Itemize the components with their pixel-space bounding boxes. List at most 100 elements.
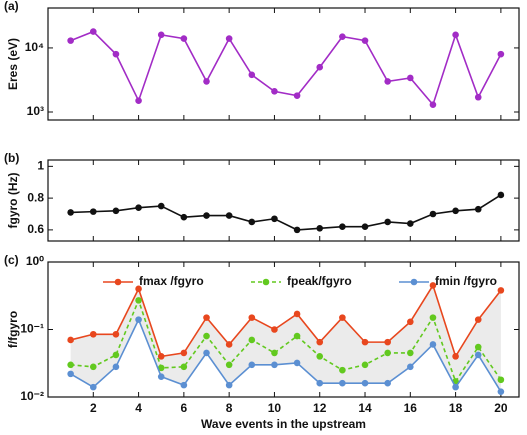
point xyxy=(452,383,459,391)
point xyxy=(225,381,233,389)
point xyxy=(271,215,278,223)
point xyxy=(89,330,97,338)
point xyxy=(293,310,301,318)
x-axis-label: Wave events in the upstream xyxy=(201,417,366,431)
legend-label: fmax /fgyro xyxy=(139,274,204,288)
point xyxy=(180,349,188,357)
point xyxy=(497,191,505,199)
point xyxy=(497,388,505,395)
point xyxy=(67,37,74,44)
point xyxy=(429,341,437,348)
point xyxy=(361,338,369,346)
panel-label: (b) xyxy=(4,151,19,165)
y-tick-label: 0.8 xyxy=(27,190,44,204)
series-line xyxy=(70,317,502,393)
point xyxy=(180,35,188,42)
x-tick-label: 16 xyxy=(404,401,418,415)
point xyxy=(361,379,369,387)
point xyxy=(135,316,142,323)
point xyxy=(429,314,437,321)
point xyxy=(271,349,278,357)
point xyxy=(384,349,391,357)
legend-marker xyxy=(262,278,270,286)
point xyxy=(248,71,256,79)
series-line xyxy=(70,283,502,359)
plot-frame xyxy=(47,159,520,242)
point xyxy=(157,202,165,210)
y-tick-label: 10⁴ xyxy=(25,40,44,54)
plot-frame xyxy=(47,7,520,121)
y-tick-label: 10³ xyxy=(27,104,44,118)
point xyxy=(293,92,301,99)
point xyxy=(248,314,256,321)
point xyxy=(407,363,414,371)
panel-label: (c) xyxy=(4,253,19,267)
point xyxy=(407,74,414,82)
point xyxy=(112,50,120,58)
x-tick-label: 18 xyxy=(449,401,463,415)
point xyxy=(497,376,505,384)
point xyxy=(271,326,278,333)
legend-marker xyxy=(410,278,418,286)
point xyxy=(384,78,391,85)
y-tick-label: 10⁻¹ xyxy=(20,322,44,336)
x-tick-label: 20 xyxy=(494,401,508,415)
point xyxy=(180,213,188,221)
point xyxy=(316,63,324,71)
y-tick-label: 1 xyxy=(37,159,44,173)
point xyxy=(248,218,256,226)
x-tick-label: 14 xyxy=(358,401,372,415)
point xyxy=(474,93,482,101)
point xyxy=(67,361,74,369)
point xyxy=(89,383,97,391)
point xyxy=(361,223,369,231)
legend-label: fmin /fgyro xyxy=(435,274,497,288)
point xyxy=(203,212,210,219)
point xyxy=(339,379,346,387)
point xyxy=(384,218,391,226)
point xyxy=(89,28,97,35)
point xyxy=(180,363,188,371)
point xyxy=(293,226,301,234)
point xyxy=(452,31,459,39)
point xyxy=(67,370,74,378)
point xyxy=(67,336,74,344)
y-axis-label: f/fgyro xyxy=(6,311,20,348)
shaded-band xyxy=(70,285,501,392)
point xyxy=(474,351,482,359)
point xyxy=(157,373,165,380)
point xyxy=(316,224,324,232)
point xyxy=(497,50,505,58)
point xyxy=(89,363,97,371)
point xyxy=(474,316,482,323)
point xyxy=(429,282,437,289)
x-tick-label: 2 xyxy=(90,401,97,415)
point xyxy=(452,353,459,360)
point xyxy=(225,361,233,369)
point xyxy=(67,209,74,216)
point xyxy=(112,330,120,338)
point xyxy=(407,318,414,326)
point xyxy=(225,212,233,219)
point xyxy=(429,210,437,218)
legend-label: fpeak/fgyro xyxy=(287,274,352,288)
point xyxy=(293,359,301,367)
point xyxy=(248,361,256,369)
point xyxy=(225,341,233,348)
x-tick-label: 12 xyxy=(313,401,327,415)
point xyxy=(474,205,482,213)
point xyxy=(497,287,505,294)
point xyxy=(135,297,142,304)
x-tick-label: 10 xyxy=(268,401,282,415)
point xyxy=(407,220,414,227)
point xyxy=(339,223,346,231)
point xyxy=(248,336,256,344)
y-axis-label: fgyro (Hz) xyxy=(6,173,20,229)
point xyxy=(157,31,165,39)
y-tick-label: 10⁰ xyxy=(26,254,44,268)
x-tick-label: 8 xyxy=(226,401,233,415)
point xyxy=(112,207,120,215)
y-tick-label: 10⁻² xyxy=(20,389,44,403)
point xyxy=(135,97,142,105)
